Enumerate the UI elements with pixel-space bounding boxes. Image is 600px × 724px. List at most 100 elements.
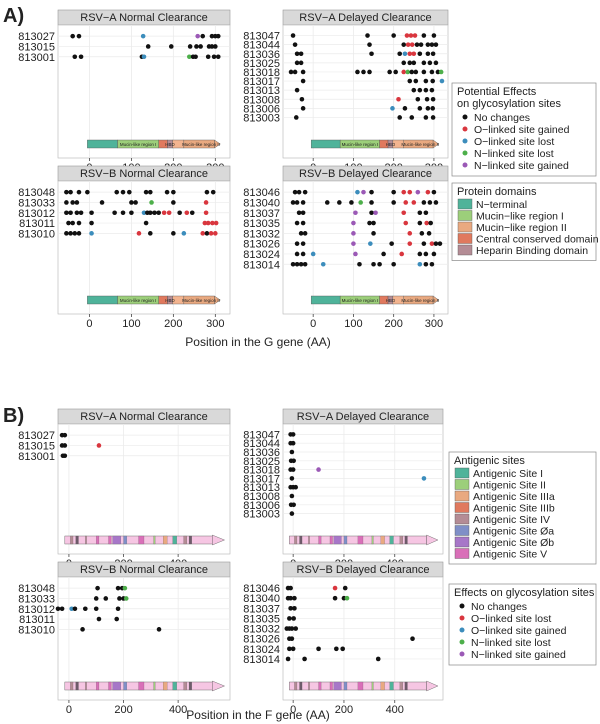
figure-b-panel-4-row-label: 813014 — [243, 654, 280, 666]
figure-a-panel-1-point — [187, 44, 193, 49]
figure-a-panel-2-point — [396, 96, 401, 102]
figure-b-sites-legend-box — [448, 451, 597, 565]
figure-b-panel-4-point — [342, 585, 348, 591]
figure-a-panel-2-point — [430, 115, 436, 120]
figure-a-effects-legend-key — [462, 150, 468, 156]
figure-a-panel-2-point — [417, 106, 423, 111]
figure-a-panel-4-point — [426, 231, 432, 236]
figure-b-sites-legend-swatch — [454, 502, 470, 513]
figure-b-panel-1-antigenic-band — [85, 535, 87, 545]
figure-a-panel-4-point — [296, 189, 302, 195]
figure-b-effects-legend-title: Effects on glycosylation sites — [454, 587, 595, 599]
figure-b-panel-2-plot-area — [282, 423, 444, 555]
figure-a-panel-3-point — [70, 220, 75, 226]
figure-a-panel-3-point — [64, 200, 69, 205]
figure-a-panel-2-point — [430, 96, 436, 102]
figure-a-panel-4-point — [369, 189, 374, 195]
figure-b-panel-2-point — [290, 467, 296, 472]
figure-b-panel-1-antigenic-band — [123, 535, 127, 545]
figure-a-panel-1-point — [195, 33, 200, 39]
figure-b-panel-4-point — [289, 636, 295, 641]
figure-a-panel-2-row-label: 813044 — [243, 40, 280, 52]
figure-b-panel-3-tick-label: 0 — [66, 704, 72, 716]
figure-a-panel-3-point — [120, 210, 126, 216]
figure-a-panel-4-point — [296, 210, 302, 216]
figure-b-sites-legend-label: Antigenic Site IIIb — [473, 503, 555, 515]
figure-a-panel-2-point — [402, 51, 408, 57]
figure-a-panel-1-point — [194, 44, 199, 49]
figure-a-panel-4-domain-label: Mucin-like region I — [342, 298, 379, 303]
figure-a-panel-3-domain-arrow — [214, 295, 221, 305]
figure-a-panel-4-point — [300, 220, 306, 226]
figure-b-panel-1-row-label: 813015 — [18, 440, 55, 452]
figure-a-panel-2-domain-segment — [310, 139, 341, 149]
figure-b-sites-legend-swatch — [454, 467, 470, 479]
figure-a-panel-2-point — [290, 33, 296, 38]
figure-b-panel-1-antigenic-band — [188, 535, 192, 545]
figure-a-panel-4-point — [425, 189, 431, 195]
figure-a-panel-2-row-label: 813003 — [243, 112, 280, 124]
figure-a-panel-3-tick-label: 0 — [86, 318, 92, 330]
figure-a-panel-2-point — [407, 51, 413, 57]
figure-b-panel-3-row-label: 813010 — [18, 624, 55, 636]
figure-b-panel-4-point — [316, 646, 321, 652]
figure-a-panel-2-row-label: 813036 — [243, 49, 280, 61]
figure-a-panel-3-point — [68, 189, 73, 195]
figure-a-panel-3-point — [202, 220, 208, 226]
figure-a-panel-2-domain-arrow — [432, 139, 440, 149]
figure-b-panel-4-point — [290, 646, 296, 652]
figure-a-effects-legend-key — [462, 138, 468, 144]
figure-a-panel-4-point — [371, 261, 376, 267]
figure-a-panel-3-point — [133, 200, 138, 205]
figure-a-panel-3-point — [143, 189, 149, 195]
figure-a-panel-3-point — [204, 189, 210, 195]
figure-b-panel-3-plot-area — [57, 576, 231, 701]
figure-a-panel-3-point — [74, 210, 80, 216]
figure-a-panel-4-point — [290, 261, 296, 267]
figure-a-panel-3-tick-label: 200 — [164, 318, 182, 330]
figure-a-panel-4-point — [357, 261, 362, 267]
figure-a-panel-1-point — [76, 33, 82, 39]
figure-a-panel-4-point — [399, 251, 405, 257]
figure-a-panel-2-point — [401, 60, 407, 66]
figure-b-panel-4-antigenic-band — [404, 681, 408, 691]
figure-a-panel-4-point — [391, 200, 396, 205]
figure-a-panel-3-point — [213, 231, 218, 236]
figure-a-panel-2-point — [300, 106, 306, 111]
figure-a-panel-2-point — [433, 42, 439, 47]
figure-b-panel-1-antigenic-band — [163, 535, 168, 545]
figure-a-panel-4-point — [429, 241, 435, 246]
figure-a-panel-2-point — [417, 51, 423, 57]
figure-b-panel-3-antigenic-band — [112, 681, 121, 691]
figure-a-panel-3-point — [72, 231, 78, 236]
figure-a-panel-2-point — [425, 51, 431, 57]
figure-b-panel-4-point — [410, 636, 415, 641]
figure-a-panel-4-point — [369, 210, 374, 216]
figure-b-sites-legend-swatch — [454, 536, 470, 548]
figure-a-effects-legend-label: O−linked site gained — [474, 124, 570, 136]
figure-a-panel-3-point — [64, 189, 69, 195]
figure-b-panel-4-point — [334, 646, 339, 652]
figure-a-panel-3-point — [136, 231, 142, 236]
figure-a-panel-3-point — [171, 189, 176, 195]
figure-a-panel-2-point — [298, 51, 304, 57]
figure-a-panel-1-point — [168, 44, 174, 49]
figure-b-panel-4-row-label: 813040 — [243, 593, 280, 605]
figure-a-panel-1-row-label: 813015 — [18, 41, 55, 53]
figure-a-panel-4-point — [431, 189, 437, 195]
figure-b-panel-2-point — [291, 502, 296, 508]
figure-a-panel-2-point — [411, 87, 417, 93]
figure-b-panel-2-point — [290, 432, 296, 437]
figure-b-panel-2-point — [290, 440, 296, 446]
figure-a-panel-2-row-label: 813018 — [243, 67, 280, 79]
figure-b-panel-1-point — [62, 443, 68, 448]
figure-a-panel-1-title: RSV−A Normal Clearance — [80, 12, 207, 24]
figure-b-panel-2-antigenic-band — [380, 535, 385, 545]
figure-b-panel-2-antigenic-band — [329, 535, 333, 545]
figure-b-panel-3-point — [55, 606, 61, 612]
figure-a-panel-4-point — [294, 261, 300, 267]
figure-a-panel-3-point — [208, 231, 214, 236]
figure-a-panel-3-point — [129, 210, 134, 216]
figure-b-panel-3-row-label: 813011 — [19, 614, 55, 626]
figure-a-panel-2-point — [401, 42, 407, 47]
